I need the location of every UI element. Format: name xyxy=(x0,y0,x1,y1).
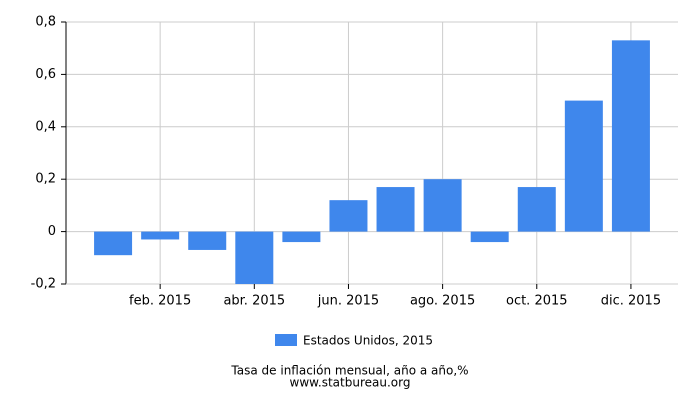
x-tick-label: jun. 2015 xyxy=(317,294,379,309)
x-tick-label: dic. 2015 xyxy=(601,294,661,309)
footer-source: www.statbureau.org xyxy=(290,376,411,390)
y-tick-label: 0,8 xyxy=(35,15,56,30)
bar xyxy=(564,100,603,232)
bar xyxy=(376,187,415,232)
bar xyxy=(188,231,227,250)
y-tick-label: 0,4 xyxy=(35,119,56,134)
bar xyxy=(470,231,509,243)
bar xyxy=(94,231,133,256)
legend-label: Estados Unidos, 2015 xyxy=(303,334,433,348)
y-tick-label: -0,2 xyxy=(31,277,56,292)
y-tick-label: 0 xyxy=(48,224,56,239)
x-tick-label: feb. 2015 xyxy=(129,294,191,309)
footer-caption: Tasa de inflación mensual, año a año,% xyxy=(230,364,468,378)
bar xyxy=(282,231,321,243)
bar xyxy=(141,231,180,240)
legend-swatch xyxy=(275,334,297,346)
y-tick-label: 0,2 xyxy=(35,172,56,187)
bar xyxy=(329,200,368,232)
y-tick-label: 0,6 xyxy=(35,67,56,82)
bar xyxy=(235,231,274,284)
x-tick-label: ago. 2015 xyxy=(410,294,475,309)
bar xyxy=(423,179,462,232)
bar xyxy=(517,187,556,232)
x-tick-label: abr. 2015 xyxy=(223,294,285,309)
x-tick-label: oct. 2015 xyxy=(506,294,568,309)
bar xyxy=(611,40,650,232)
